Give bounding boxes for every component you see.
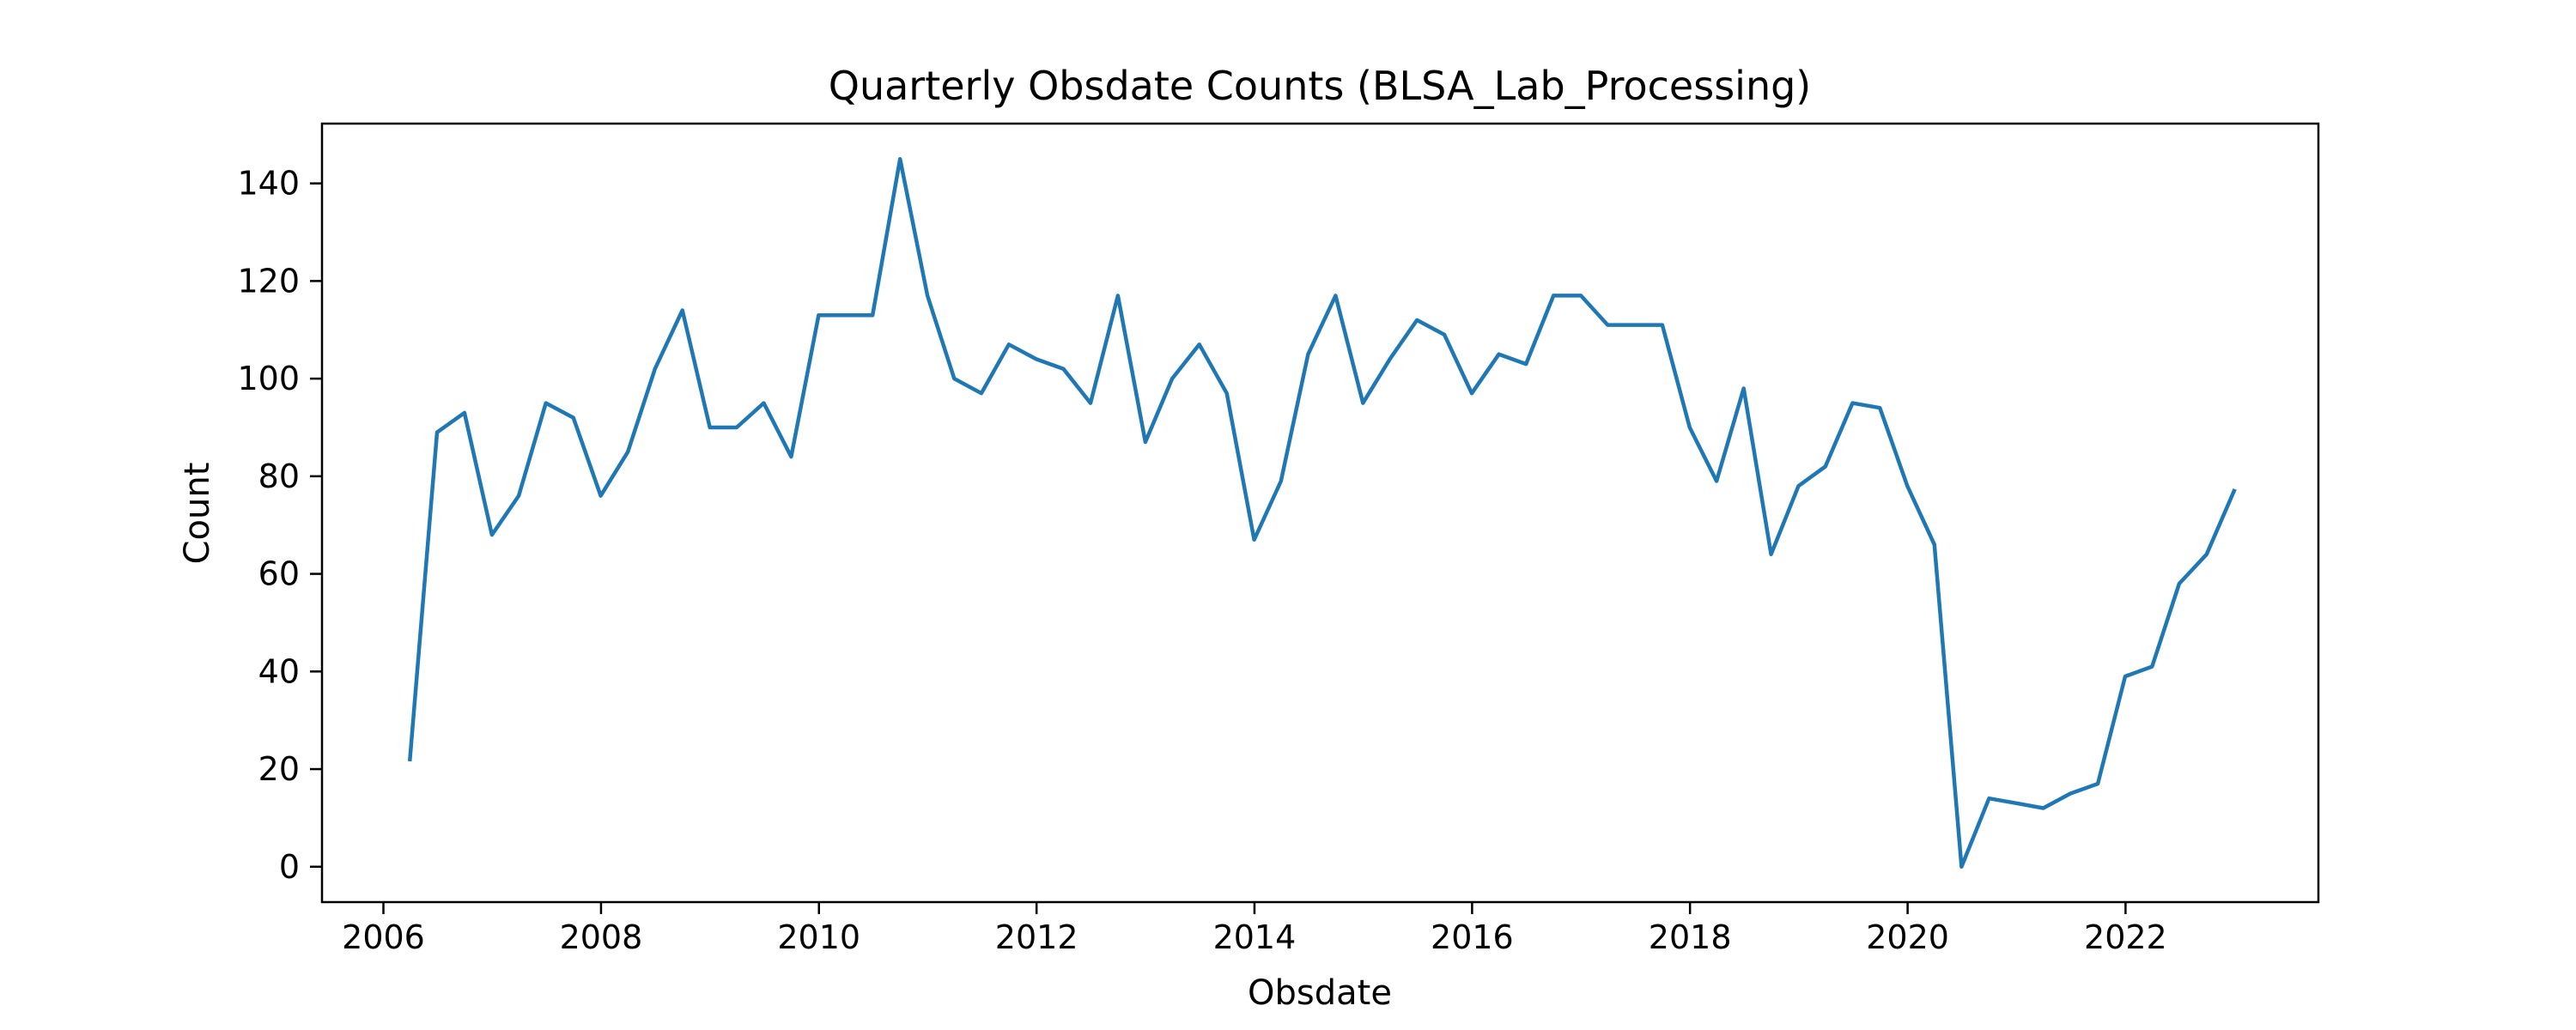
chart-title: Quarterly Obsdate Counts (BLSA_Lab_Proce… [829, 63, 1812, 109]
y-tick-label: 100 [237, 360, 300, 397]
plot-frame [320, 122, 2320, 904]
y-tick-label: 20 [258, 750, 300, 788]
y-tick-label: 0 [279, 848, 300, 886]
x-tick-label: 2010 [777, 918, 860, 956]
x-tick-label: 2016 [1431, 918, 1514, 956]
x-tick-label: 2022 [2084, 918, 2167, 956]
y-tick-label: 120 [237, 262, 300, 300]
x-tick-label: 2006 [342, 918, 425, 956]
x-tick-label: 2020 [1866, 918, 1949, 956]
y-tick-label: 40 [258, 652, 300, 690]
y-tick-label: 60 [258, 555, 300, 593]
x-axis-title: Obsdate [1248, 973, 1392, 1013]
x-tick-label: 2008 [560, 918, 643, 956]
y-tick-label: 80 [258, 457, 300, 495]
y-tick-label: 140 [237, 165, 300, 203]
y-axis-title: Count [178, 463, 217, 565]
x-tick-label: 2018 [1649, 918, 1732, 956]
plot-area [322, 124, 2318, 902]
x-tick-label: 2012 [995, 918, 1078, 956]
ticks-layer: 2006 2008 2010 2012 2014 2016 2018 2020 2022 0 20 4… [237, 165, 2166, 956]
x-tick-label: 2014 [1213, 918, 1297, 956]
series-line [407, 156, 2237, 869]
